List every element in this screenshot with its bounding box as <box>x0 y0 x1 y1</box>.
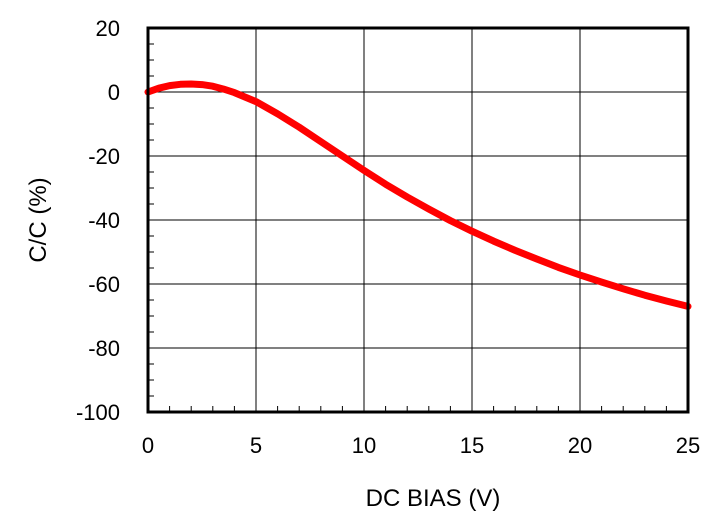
series-line-capacitance-change <box>144 80 692 310</box>
y-tick-label: -60 <box>88 272 120 297</box>
x-axis-title: DC BIAS (V) <box>366 485 501 512</box>
x-tick-labels: 0 5 10 15 20 25 <box>142 433 700 458</box>
gridlines <box>148 28 688 412</box>
x-tick-label: 5 <box>250 433 262 458</box>
y-tick-label: -100 <box>76 400 120 425</box>
x-tick-label: 20 <box>568 433 592 458</box>
y-tick-label: -40 <box>88 208 120 233</box>
y-tick-labels: 20 0 -20 -40 -60 -80 -100 <box>76 16 120 425</box>
x-tick-label: 25 <box>676 433 700 458</box>
y-axis-title: C/C (%) <box>25 177 52 262</box>
x-tick-label: 15 <box>460 433 484 458</box>
y-tick-label: 0 <box>108 80 120 105</box>
plot-frame <box>146 26 690 414</box>
x-tick-label: 10 <box>352 433 376 458</box>
x-tick-label: 0 <box>142 433 154 458</box>
y-tick-label: -80 <box>88 336 120 361</box>
minor-ticks <box>148 43 667 412</box>
y-tick-label: 20 <box>96 16 120 41</box>
y-tick-label: -20 <box>88 144 120 169</box>
